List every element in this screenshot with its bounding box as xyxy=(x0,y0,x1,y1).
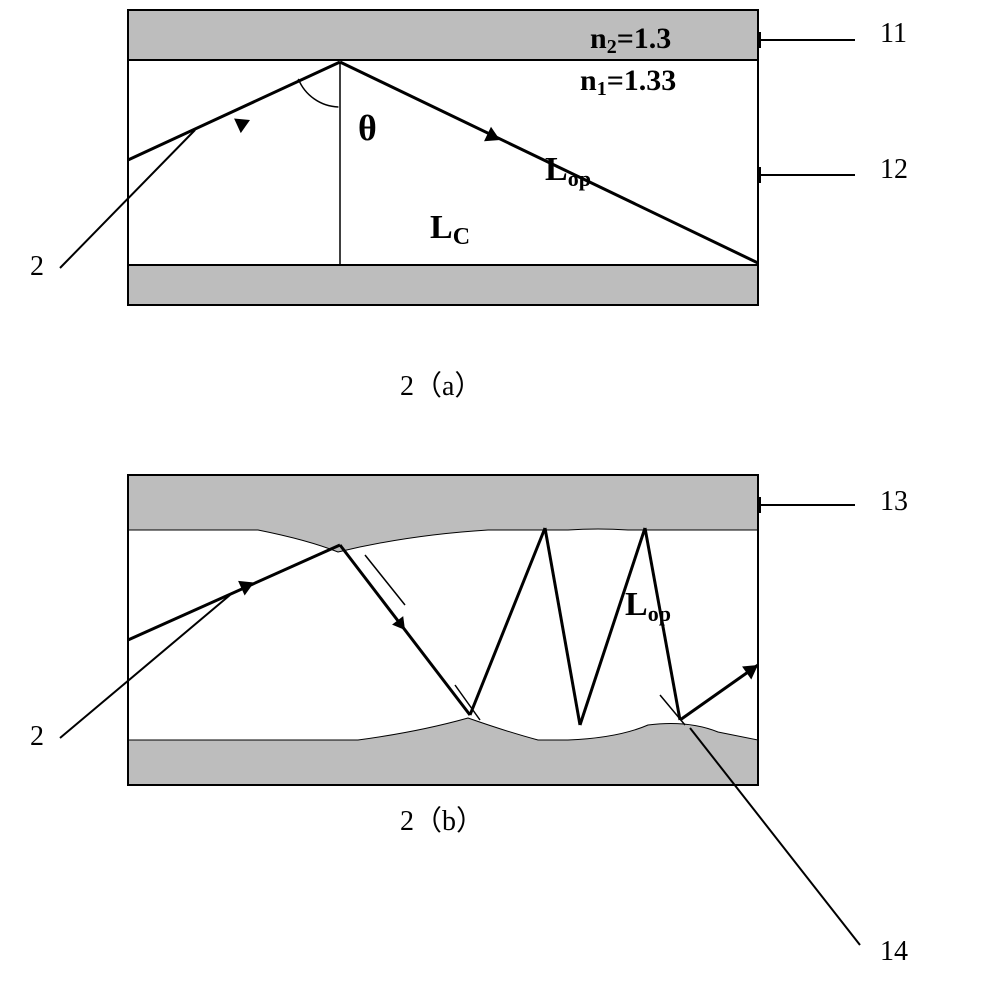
figure-container: θ LC Lop n2=1.3 n1=1.33 2（a） Lop 2（b） 11 12 2 13 2 14 xyxy=(0,0,1000,997)
svg-text:13: 13 xyxy=(880,486,908,517)
svg-text:12: 12 xyxy=(880,154,908,185)
svg-text:LC: LC xyxy=(430,209,470,250)
svg-text:2: 2 xyxy=(30,721,44,752)
svg-text:2（b）: 2（b） xyxy=(400,805,484,837)
svg-text:2: 2 xyxy=(30,251,44,282)
svg-text:Lop: Lop xyxy=(545,151,591,191)
svg-text:11: 11 xyxy=(880,18,907,49)
svg-text:2（a）: 2（a） xyxy=(400,370,482,402)
diagram-svg: θ LC Lop n2=1.3 n1=1.33 2（a） Lop 2（b） 11 12 2 13 2 14 xyxy=(0,0,1000,997)
svg-text:n1=1.33: n1=1.33 xyxy=(580,64,676,100)
svg-text:θ: θ xyxy=(358,108,377,148)
svg-text:Lop: Lop xyxy=(625,586,671,626)
svg-text:n2=1.3: n2=1.3 xyxy=(590,22,671,58)
svg-text:14: 14 xyxy=(880,936,908,967)
